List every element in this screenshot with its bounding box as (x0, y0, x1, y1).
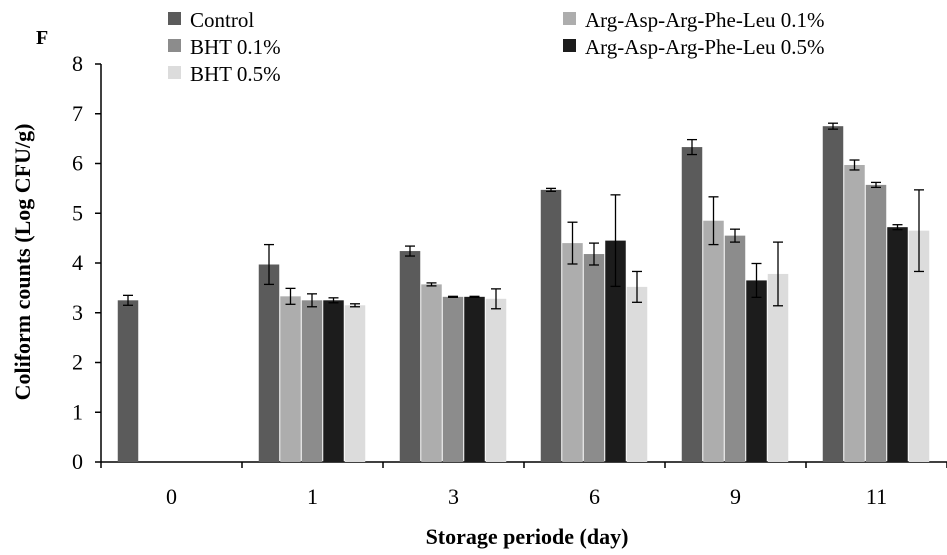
bar (746, 280, 767, 462)
bar (562, 243, 583, 462)
y-tick-label: 8 (72, 51, 83, 76)
legend: Control Arg-Asp-Arg-Phe-Leu 0.1% BHT 0.1% A… (168, 8, 825, 86)
bar (908, 230, 930, 462)
legend-swatch (168, 39, 181, 52)
bar (464, 296, 485, 462)
bar (344, 305, 366, 462)
y-tick-label: 7 (72, 101, 83, 126)
legend-label: Arg-Asp-Arg-Phe-Leu 0.1% (585, 8, 825, 32)
x-tick-label: 0 (166, 484, 177, 509)
bar (887, 227, 908, 462)
bars (117, 126, 930, 462)
error-bars (123, 122, 924, 310)
bar (703, 220, 724, 462)
legend-label: BHT 0.5% (190, 62, 281, 86)
bar (865, 184, 887, 462)
bar (117, 300, 139, 462)
legend-swatch (168, 66, 181, 79)
bar (485, 298, 507, 462)
legend-swatch (168, 12, 181, 25)
bar (399, 251, 421, 462)
bar (301, 300, 323, 462)
y-tick-label: 6 (72, 151, 83, 176)
bar (280, 296, 301, 462)
bar (421, 284, 442, 462)
y-tick-label: 0 (72, 449, 83, 474)
bar (540, 189, 562, 462)
bar (583, 254, 605, 462)
bar (724, 235, 746, 462)
bar (822, 126, 844, 462)
y-tick-label: 4 (72, 250, 83, 275)
y-tick-label: 1 (72, 399, 83, 424)
legend-label: Control (190, 8, 254, 32)
x-axis-title: Storage periode (day) (426, 524, 629, 549)
y-tick-label: 5 (72, 200, 83, 225)
bar (605, 240, 626, 462)
panel-label: F (36, 27, 48, 49)
bar (767, 273, 789, 462)
y-tick-label: 3 (72, 300, 83, 325)
y-axis: 0 1 2 3 4 5 6 7 8 (72, 51, 102, 474)
x-axis: 0 1 3 6 9 11 (100, 461, 947, 509)
bar (323, 300, 344, 462)
legend-swatch (563, 12, 576, 25)
x-tick-label: 11 (866, 484, 887, 509)
y-tick-label: 2 (72, 350, 83, 375)
bar (844, 164, 865, 462)
x-tick-label: 1 (307, 484, 318, 509)
x-tick-label: 6 (589, 484, 600, 509)
x-tick-label: 3 (448, 484, 459, 509)
legend-label: Arg-Asp-Arg-Phe-Leu 0.5% (585, 35, 825, 59)
legend-label: BHT 0.1% (190, 35, 281, 59)
bar (258, 264, 280, 462)
y-axis-title: Coliform counts (Log CFU/g) (10, 124, 35, 401)
bar (681, 147, 703, 462)
x-tick-label: 9 (730, 484, 741, 509)
legend-swatch (563, 39, 576, 52)
bar (442, 296, 464, 462)
bar (626, 286, 648, 462)
